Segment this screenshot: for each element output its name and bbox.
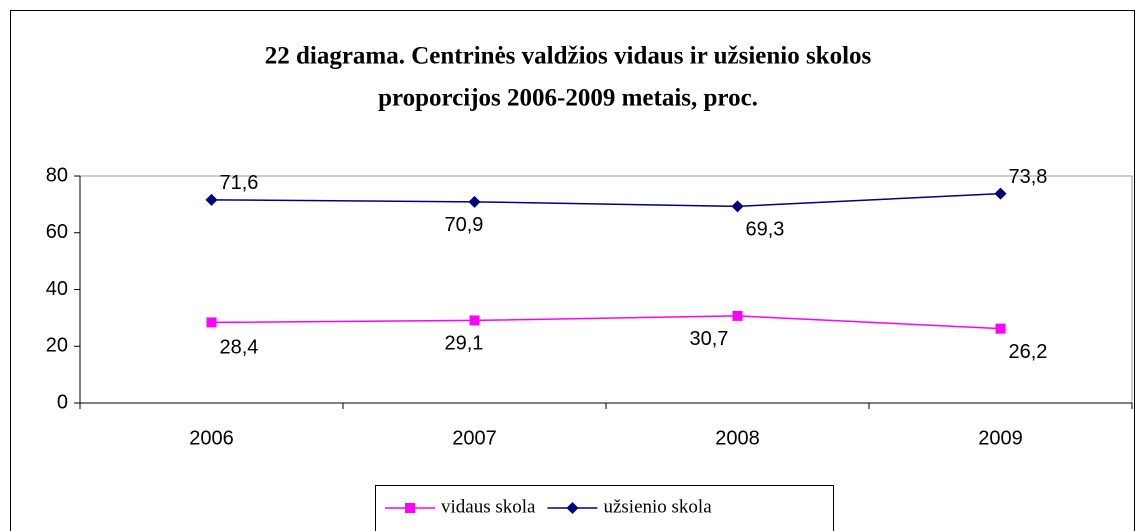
data-point bbox=[732, 310, 743, 321]
y-tick-label: 20 bbox=[46, 335, 68, 357]
x-tick-label: 2007 bbox=[452, 427, 497, 449]
data-point bbox=[468, 195, 481, 208]
legend-label: vidaus skola bbox=[441, 496, 536, 517]
chart-title: 22 diagrama. Centrinės valdžios vidaus i… bbox=[265, 43, 872, 70]
data-label: 71,6 bbox=[220, 172, 259, 194]
legend-box bbox=[375, 485, 834, 531]
data-label: 30,7 bbox=[690, 328, 729, 350]
legend-label: užsienio skola bbox=[603, 496, 712, 517]
x-tick-label: 2006 bbox=[189, 427, 234, 449]
data-point bbox=[469, 315, 480, 326]
data-label: 29,1 bbox=[445, 333, 484, 355]
y-tick-label: 40 bbox=[46, 278, 68, 300]
legend-marker bbox=[566, 502, 579, 514]
data-point bbox=[206, 317, 217, 328]
series-line bbox=[211, 315, 1001, 330]
x-tick-label: 2009 bbox=[978, 427, 1023, 449]
data-point bbox=[994, 187, 1007, 200]
data-label: 26,2 bbox=[1009, 341, 1048, 363]
data-label: 73,8 bbox=[1009, 166, 1048, 188]
data-point bbox=[995, 323, 1006, 334]
chart-border bbox=[10, 10, 1135, 531]
y-tick-label: 80 bbox=[46, 164, 68, 186]
chart-title: proporcijos 2006-2009 metais, proc. bbox=[378, 85, 758, 112]
series-line bbox=[211, 192, 1001, 208]
y-tick-label: 0 bbox=[57, 391, 68, 413]
data-point bbox=[205, 193, 218, 206]
data-point bbox=[731, 200, 744, 213]
data-label: 28,4 bbox=[220, 337, 259, 359]
legend-marker bbox=[405, 503, 415, 513]
data-label: 69,3 bbox=[746, 219, 785, 241]
plot-area bbox=[79, 175, 1133, 404]
data-label: 70,9 bbox=[445, 214, 484, 236]
x-tick-label: 2008 bbox=[715, 427, 760, 449]
y-tick-label: 60 bbox=[46, 221, 68, 243]
